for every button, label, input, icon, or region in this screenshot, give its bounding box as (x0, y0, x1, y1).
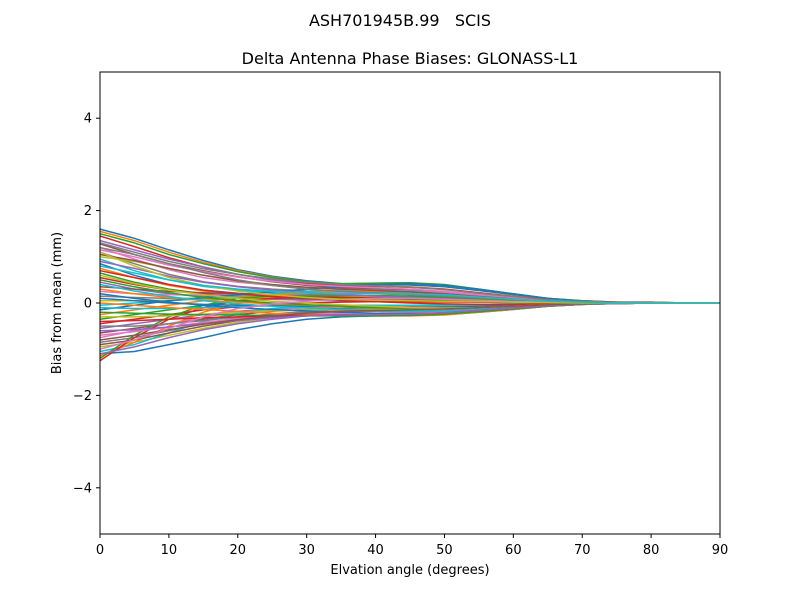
series-layer (99, 228, 720, 362)
y-axis: −4 −2 0 2 4 (73, 112, 100, 496)
y-axis-label: Bias from mean (mm) (50, 232, 65, 374)
x-tick-label: 10 (161, 543, 178, 558)
x-tick-label: 80 (643, 543, 660, 558)
x-tick-label: 40 (367, 543, 384, 558)
x-tick-label: 70 (574, 543, 591, 558)
y-tick-label: 4 (84, 112, 92, 127)
y-tick-label: 0 (84, 297, 92, 312)
chart-title: Delta Antenna Phase Biases: GLONASS-L1 (242, 49, 579, 68)
y-tick-label: −2 (73, 389, 92, 404)
x-tick-label: 0 (96, 543, 104, 558)
x-tick-label: 60 (505, 543, 522, 558)
x-axis-label: Elvation angle (degrees) (330, 563, 489, 578)
series-line-60 (99, 265, 720, 304)
x-tick-label: 50 (436, 543, 453, 558)
y-tick-label: 2 (84, 204, 92, 219)
y-tick-label: −4 (73, 481, 92, 496)
x-tick-label: 90 (712, 543, 729, 558)
x-axis: 0 10 20 30 40 50 60 70 80 90 (96, 534, 728, 558)
x-tick-label: 20 (230, 543, 247, 558)
chart-suptitle: ASH701945B.99 SCIS (309, 11, 491, 30)
x-tick-label: 30 (298, 543, 315, 558)
